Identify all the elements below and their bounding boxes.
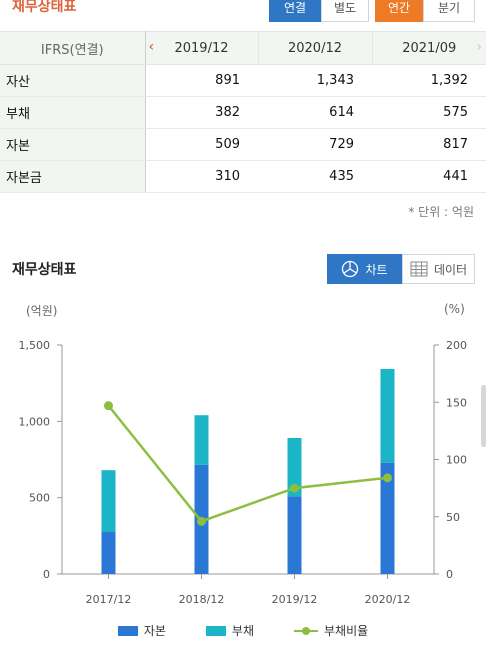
bar-equity[interactable] xyxy=(101,532,116,574)
table-row: 부채 382 614 575 xyxy=(0,96,486,129)
section-title: 재무상태표 xyxy=(12,0,77,15)
table-cell: 1,392 xyxy=(372,64,486,97)
data-view-button[interactable]: 데이터 xyxy=(402,254,475,284)
period-header: 2020/12 xyxy=(257,31,372,65)
debt-ratio-line xyxy=(107,404,388,523)
row-label: 자산 xyxy=(0,64,146,97)
legend-label: 부채 xyxy=(231,624,254,638)
table-row: 자본금 310 435 441 xyxy=(0,160,486,193)
legend-label: 부채비율 xyxy=(324,624,369,638)
table-row: 자산 891 1,343 1,392 xyxy=(0,64,486,97)
unit-note: * 단위 : 억원 xyxy=(408,205,474,219)
table-cell: 1,343 xyxy=(258,64,372,97)
financial-table: IFRS(연결) ‹ 2019/12 2020/12 2021/09 › 자산 … xyxy=(0,31,486,193)
right-tick-label: 100 xyxy=(446,454,467,467)
legend-item-ratio[interactable]: 부채비율 xyxy=(294,622,368,639)
x-tick-label: 2018/12 xyxy=(179,593,225,606)
chevron-right-icon[interactable]: › xyxy=(476,39,482,55)
table-cell: 891 xyxy=(145,64,258,97)
left-tick-label: 0 xyxy=(43,568,50,581)
left-tick-label: 1,000 xyxy=(19,415,51,428)
bar-liability[interactable] xyxy=(101,470,116,533)
legend-item-equity[interactable]: 자본 xyxy=(117,622,166,639)
scrollbar[interactable] xyxy=(481,385,486,447)
chart-view-label: 차트 xyxy=(365,262,388,277)
legend-swatch-liability xyxy=(205,625,226,636)
bar-liability[interactable] xyxy=(287,437,302,497)
table-cell: 441 xyxy=(372,160,486,193)
x-tick-label: 2020/12 xyxy=(365,593,411,606)
table-cell: 435 xyxy=(258,160,372,193)
period-label: 2020/12 xyxy=(287,40,342,56)
debt-ratio-point[interactable] xyxy=(290,483,299,493)
table-cell: 575 xyxy=(372,96,486,129)
row-label: 자본금 xyxy=(0,160,146,193)
x-tick-label: 2019/12 xyxy=(272,593,318,606)
table-cell: 729 xyxy=(258,128,372,161)
table-cell: 310 xyxy=(145,160,258,193)
table-row: 자본 509 729 817 xyxy=(0,128,486,161)
row-label: 자본 xyxy=(0,128,146,161)
table-label-header: IFRS(연결) xyxy=(0,31,146,65)
quarterly-button[interactable]: 분기 xyxy=(423,0,475,22)
legend-swatch-ratio xyxy=(294,626,318,635)
table-cell: 614 xyxy=(258,96,372,129)
left-tick-label: 1,500 xyxy=(19,339,51,352)
period-header: 2021/09 › xyxy=(371,31,486,65)
right-axis-title: (%) xyxy=(444,302,465,316)
table-cell: 817 xyxy=(372,128,486,161)
right-tick-label: 0 xyxy=(446,568,453,581)
table-cell: 382 xyxy=(145,96,258,129)
table-header-row: IFRS(연결) ‹ 2019/12 2020/12 2021/09 › xyxy=(0,31,486,65)
annual-button[interactable]: 연간 xyxy=(375,0,423,22)
legend-label: 자본 xyxy=(143,624,166,638)
row-label: 부채 xyxy=(0,96,146,129)
legend-swatch-equity xyxy=(117,625,138,636)
right-tick-label: 200 xyxy=(446,339,467,352)
left-axis-title: (억원) xyxy=(26,304,58,318)
data-view-label: 데이터 xyxy=(433,262,468,277)
debt-ratio-point[interactable] xyxy=(197,516,206,526)
consolidated-button[interactable]: 연결 xyxy=(269,0,321,22)
chart-view-button[interactable]: 차트 xyxy=(327,254,402,284)
right-tick-label: 150 xyxy=(446,396,467,409)
period-toggle: 연간 분기 xyxy=(375,0,475,22)
consolidation-toggle: 연결 별도 xyxy=(269,0,369,22)
top-header: 재무상태표 연결 별도 연간 분기 xyxy=(0,0,486,30)
legend-item-liability[interactable]: 부채 xyxy=(205,622,254,639)
x-tick-label: 2017/12 xyxy=(86,593,132,606)
period-label: 2019/12 xyxy=(174,40,229,56)
debt-ratio-point[interactable] xyxy=(383,473,392,483)
chart-section-title: 재무상태표 xyxy=(12,262,77,278)
chevron-left-icon[interactable]: ‹ xyxy=(148,39,155,55)
bar-liability[interactable] xyxy=(380,368,395,463)
right-tick-label: 50 xyxy=(446,511,460,524)
separate-button[interactable]: 별도 xyxy=(321,0,369,22)
table-cell: 509 xyxy=(145,128,258,161)
table-grid-icon xyxy=(410,261,428,277)
pie-chart-icon xyxy=(342,260,359,278)
period-header: ‹ 2019/12 xyxy=(144,31,258,65)
balance-sheet-chart: 0 500 1,000 1,500 0 50 100 150 200 2017/12 2018/12… xyxy=(19,339,468,606)
bar-equity[interactable] xyxy=(380,462,395,574)
left-tick-label: 500 xyxy=(29,492,50,505)
chart-legend: 자본 부채 부채비율 xyxy=(0,622,486,639)
view-toggle: 차트 데이터 xyxy=(327,254,475,284)
bar-liability[interactable] xyxy=(194,415,209,465)
debt-ratio-point[interactable] xyxy=(104,401,113,411)
period-label: 2021/09 xyxy=(402,40,457,56)
bar-equity[interactable] xyxy=(287,496,302,574)
